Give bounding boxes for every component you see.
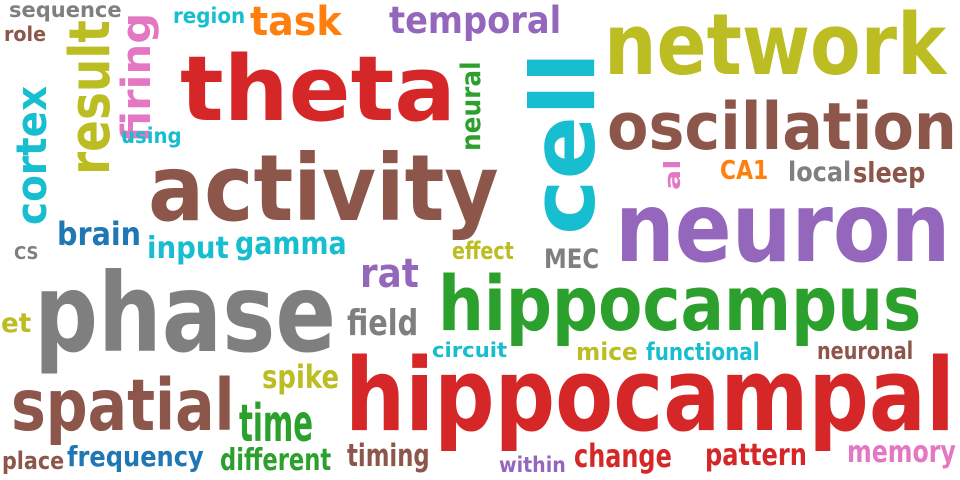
word-frequency: frequency (67, 440, 204, 473)
word-rat: rat (360, 251, 419, 297)
word-sequence: sequence (9, 0, 122, 22)
word-pattern: pattern (705, 438, 807, 473)
word-time: time (239, 394, 314, 454)
word-result: result (58, 20, 123, 175)
word-hippocampus: hippocampus (438, 259, 922, 348)
word-within: within (499, 453, 566, 477)
word-place: place (2, 447, 65, 475)
word-ca1: CA1 (720, 156, 769, 186)
word-different: different (220, 443, 332, 478)
word-sleep: sleep (853, 156, 926, 189)
word-brain: brain (57, 215, 142, 253)
word-et: et (1, 308, 32, 339)
word-effect: effect (452, 237, 514, 265)
word-neuronal: neuronal (817, 337, 914, 365)
word-phase: phase (34, 250, 337, 377)
word-gamma: gamma (235, 226, 347, 262)
word-circuit: circuit (432, 338, 508, 362)
word-functional: functional (646, 338, 760, 366)
word-activity: activity (148, 135, 499, 242)
word-task: task (250, 0, 342, 45)
word-using: using (121, 124, 182, 148)
word-cortex: cortex (7, 85, 56, 225)
word-hippocampal: hippocampal (345, 336, 955, 454)
word-temporal: temporal (389, 0, 562, 42)
word-local: local (788, 157, 852, 188)
word-memory: memory (847, 435, 956, 470)
word-role: role (4, 22, 47, 46)
word-change: change (574, 437, 672, 475)
word-mec: MEC (544, 244, 600, 275)
word-field: field (347, 303, 419, 344)
word-region: region (173, 4, 246, 28)
word-mice: mice (576, 338, 638, 366)
word-cell: cell (512, 51, 615, 236)
word-spatial: spatial (11, 364, 235, 447)
word-input: input (147, 231, 229, 266)
word-network: network (604, 0, 947, 95)
word-theta: theta (180, 37, 456, 142)
word-cs: CS (14, 243, 39, 264)
word-spike: spike (262, 358, 340, 396)
word-timing: timing (347, 438, 430, 474)
word-oscillation: oscillation (607, 90, 957, 165)
word-neuron: neuron (615, 172, 951, 284)
